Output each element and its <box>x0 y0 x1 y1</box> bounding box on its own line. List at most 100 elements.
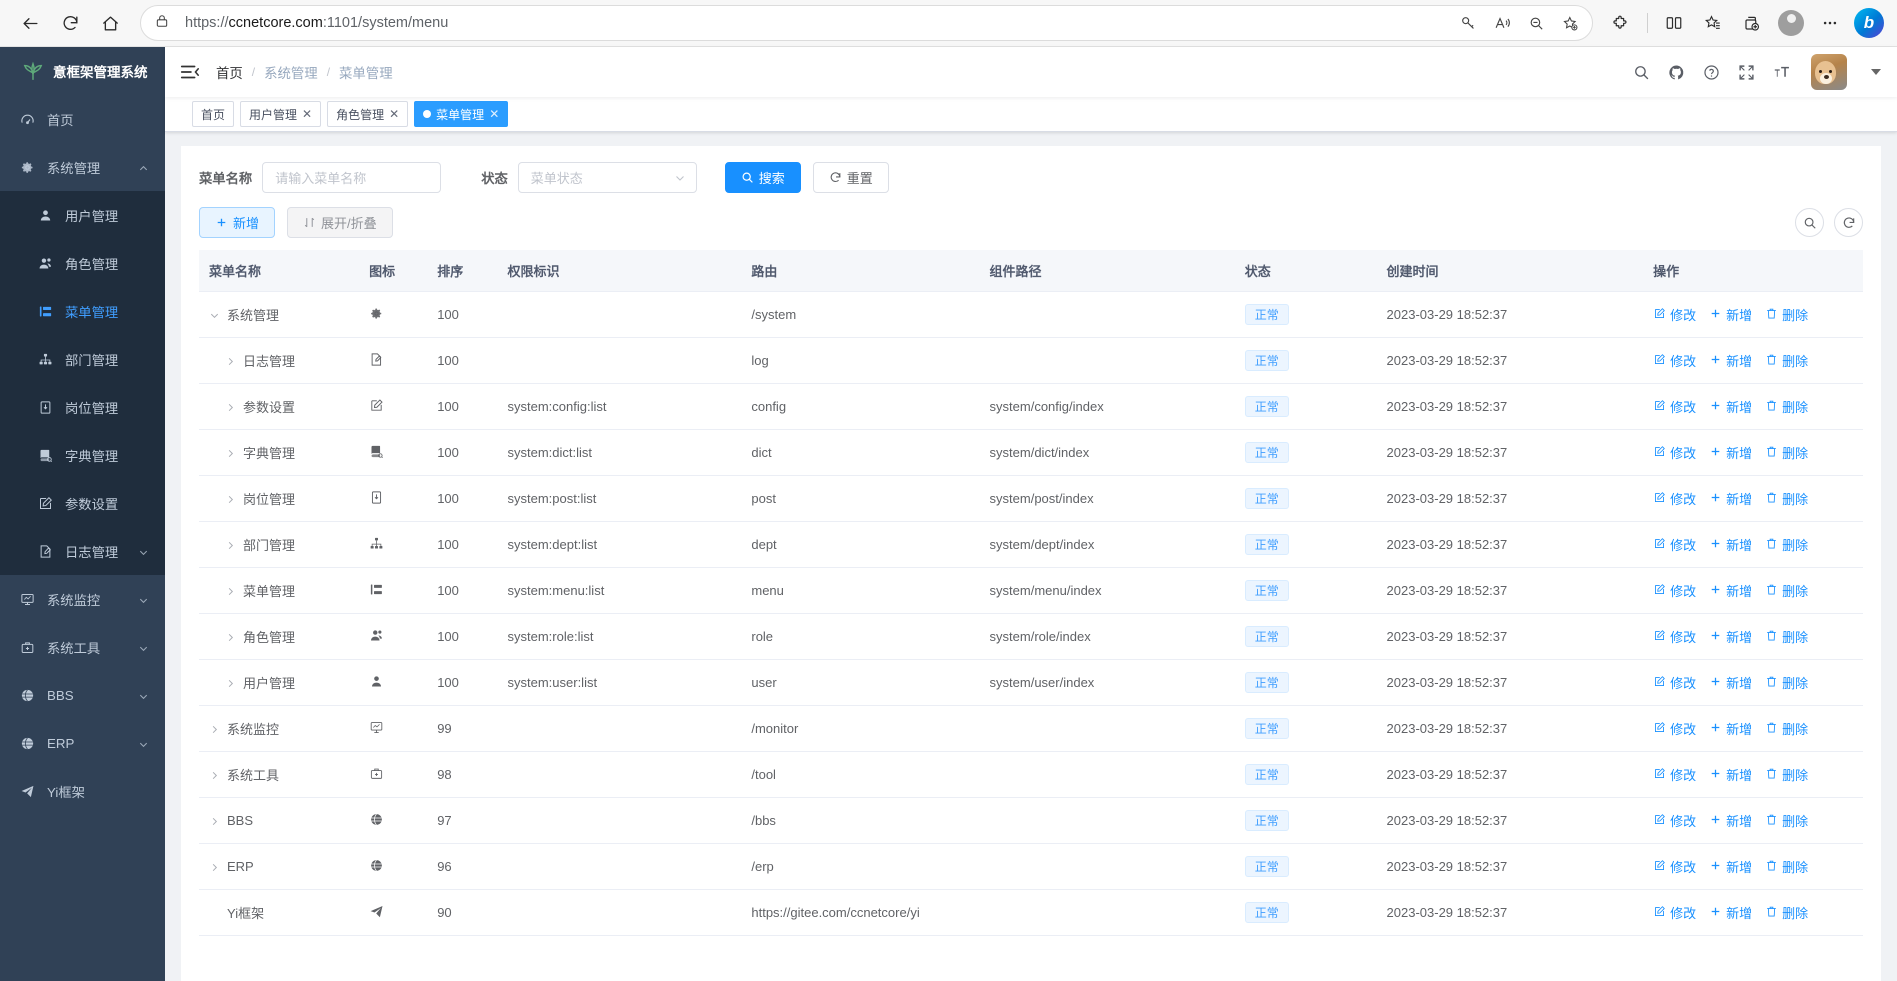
action-新增[interactable]: 新增 <box>1709 535 1752 554</box>
action-删除[interactable]: 删除 <box>1765 903 1808 922</box>
action-删除[interactable]: 删除 <box>1765 857 1808 876</box>
action-修改[interactable]: 修改 <box>1653 765 1696 784</box>
search-icon[interactable] <box>1632 63 1650 81</box>
home-icon[interactable] <box>90 5 130 41</box>
copilot-icon[interactable]: b <box>1851 6 1887 40</box>
zoom-out-icon[interactable] <box>1520 8 1552 38</box>
action-修改[interactable]: 修改 <box>1653 811 1696 830</box>
table-row[interactable]: 角色管理 100 system:role:list role system/role/i… <box>199 613 1863 660</box>
table-row[interactable]: ERP 96/erp 正常 2023-03-29 18:52:37 修改 新增 删除 <box>199 843 1863 890</box>
sidebar-item-bbs[interactable]: BBS <box>0 671 165 719</box>
address-bar[interactable]: https://ccnetcore.com:1101/system/menu <box>140 5 1593 41</box>
more-settings-icon[interactable] <box>1812 6 1848 40</box>
action-删除[interactable]: 删除 <box>1765 719 1808 738</box>
chevron-down-icon[interactable] <box>209 309 220 320</box>
action-修改[interactable]: 修改 <box>1653 903 1696 922</box>
favorites-icon[interactable] <box>1695 6 1731 40</box>
chevron-right-icon[interactable] <box>225 585 236 596</box>
reset-button[interactable]: 重置 <box>812 162 889 193</box>
table-row[interactable]: 菜单管理 100 system:menu:list menu system/menu/i… <box>199 567 1863 614</box>
add-button[interactable]: 新增 <box>199 207 276 238</box>
chevron-right-icon[interactable] <box>209 769 220 780</box>
sidebar-item-home[interactable]: 首页 <box>0 95 165 143</box>
chevron-right-icon[interactable] <box>209 815 220 826</box>
table-row[interactable]: 部门管理 100 system:dept:list dept system/dept/i… <box>199 521 1863 568</box>
table-row[interactable]: BBS 97/bbs 正常 2023-03-29 18:52:37 修改 新增 删除 <box>199 797 1863 844</box>
sidebar-item-erp[interactable]: ERP <box>0 719 165 767</box>
tag-user[interactable]: 用户管理 ✕ <box>240 101 322 127</box>
sidebar-item-yi[interactable]: Yi框架 <box>0 767 165 815</box>
breadcrumb-item-system[interactable]: 系统管理 <box>264 66 318 81</box>
table-row[interactable]: Yi框架 90 https://gitee.com/ccnetcore/yi 正常 20… <box>199 889 1863 936</box>
action-删除[interactable]: 删除 <box>1765 351 1808 370</box>
action-删除[interactable]: 删除 <box>1765 489 1808 508</box>
chevron-right-icon[interactable] <box>225 447 236 458</box>
tag-home[interactable]: 首页 <box>192 101 235 127</box>
menu-name-input[interactable]: 请输入菜单名称 <box>262 162 442 193</box>
action-删除[interactable]: 删除 <box>1765 627 1808 646</box>
chevron-right-icon[interactable] <box>209 861 220 872</box>
action-新增[interactable]: 新增 <box>1709 627 1752 646</box>
action-新增[interactable]: 新增 <box>1709 351 1752 370</box>
close-icon[interactable]: ✕ <box>389 107 400 121</box>
action-新增[interactable]: 新增 <box>1709 305 1752 324</box>
profile-icon[interactable] <box>1773 6 1809 40</box>
action-新增[interactable]: 新增 <box>1709 397 1752 416</box>
action-新增[interactable]: 新增 <box>1709 489 1752 508</box>
table-row[interactable]: 系统监控 99/monitor 正常 2023-03-29 18:52:37 修改 新增 删… <box>199 705 1863 752</box>
expand-collapse-button[interactable]: 展开/折叠 <box>287 207 393 238</box>
sidebar-item-tool[interactable]: 系统工具 <box>0 623 165 671</box>
help-icon[interactable] <box>1702 63 1720 81</box>
refresh-button[interactable] <box>1834 208 1863 237</box>
action-新增[interactable]: 新增 <box>1709 857 1752 876</box>
action-修改[interactable]: 修改 <box>1653 719 1696 738</box>
font-size-icon[interactable] <box>1772 63 1790 81</box>
action-修改[interactable]: 修改 <box>1653 535 1696 554</box>
action-删除[interactable]: 删除 <box>1765 811 1808 830</box>
action-修改[interactable]: 修改 <box>1653 489 1696 508</box>
action-新增[interactable]: 新增 <box>1709 811 1752 830</box>
action-删除[interactable]: 删除 <box>1765 397 1808 416</box>
action-删除[interactable]: 删除 <box>1765 305 1808 324</box>
sidebar-item-menu[interactable]: 菜单管理 <box>0 287 165 335</box>
action-修改[interactable]: 修改 <box>1653 351 1696 370</box>
sidebar-item-monitor[interactable]: 系统监控 <box>0 575 165 623</box>
reload-icon[interactable] <box>50 5 90 41</box>
sidebar-item-post[interactable]: 岗位管理 <box>0 383 165 431</box>
action-修改[interactable]: 修改 <box>1653 305 1696 324</box>
chevron-right-icon[interactable] <box>225 401 236 412</box>
table-row[interactable]: 岗位管理 100 system:post:list post system/post/i… <box>199 475 1863 522</box>
action-修改[interactable]: 修改 <box>1653 627 1696 646</box>
breadcrumb-item-home[interactable]: 首页 <box>216 66 243 81</box>
table-row[interactable]: 字典管理 100 system:dict:list dict system/dict/i… <box>199 429 1863 476</box>
user-avatar[interactable] <box>1811 54 1847 90</box>
chevron-right-icon[interactable] <box>209 723 220 734</box>
sidebar-item-dict[interactable]: 字典管理 <box>0 431 165 479</box>
status-select[interactable]: 菜单状态 <box>517 162 697 193</box>
collapse-menu-icon[interactable] <box>179 61 201 83</box>
close-icon[interactable]: ✕ <box>302 107 313 121</box>
collections-icon[interactable] <box>1734 6 1770 40</box>
action-修改[interactable]: 修改 <box>1653 673 1696 692</box>
action-新增[interactable]: 新增 <box>1709 581 1752 600</box>
sidebar-item-role[interactable]: 角色管理 <box>0 239 165 287</box>
action-删除[interactable]: 删除 <box>1765 535 1808 554</box>
fullscreen-icon[interactable] <box>1737 63 1755 81</box>
chevron-down-icon[interactable] <box>1871 69 1881 75</box>
table-row[interactable]: 系统管理 100/system 正常 2023-03-29 18:52:37 修改 新增 删… <box>199 291 1863 338</box>
action-删除[interactable]: 删除 <box>1765 443 1808 462</box>
sidebar-item-system[interactable]: 系统管理 <box>0 143 165 191</box>
action-新增[interactable]: 新增 <box>1709 673 1752 692</box>
table-row[interactable]: 日志管理 100 log 正常 2023-03-29 18:52:37 修改 新增 删除 <box>199 337 1863 384</box>
table-row[interactable]: 用户管理 100 system:user:list user system/user/i… <box>199 659 1863 706</box>
action-新增[interactable]: 新增 <box>1709 719 1752 738</box>
close-icon[interactable]: ✕ <box>489 107 500 121</box>
action-删除[interactable]: 删除 <box>1765 581 1808 600</box>
tag-menu[interactable]: 菜单管理 ✕ <box>414 101 509 127</box>
search-toggle-button[interactable] <box>1795 208 1824 237</box>
sidebar-logo[interactable]: 意框架管理系统 <box>0 47 165 95</box>
chevron-right-icon[interactable] <box>225 539 236 550</box>
search-button[interactable]: 搜索 <box>724 162 801 193</box>
table-row[interactable]: 参数设置 100 system:config:list config system/co… <box>199 383 1863 430</box>
read-aloud-icon[interactable] <box>1486 8 1518 38</box>
